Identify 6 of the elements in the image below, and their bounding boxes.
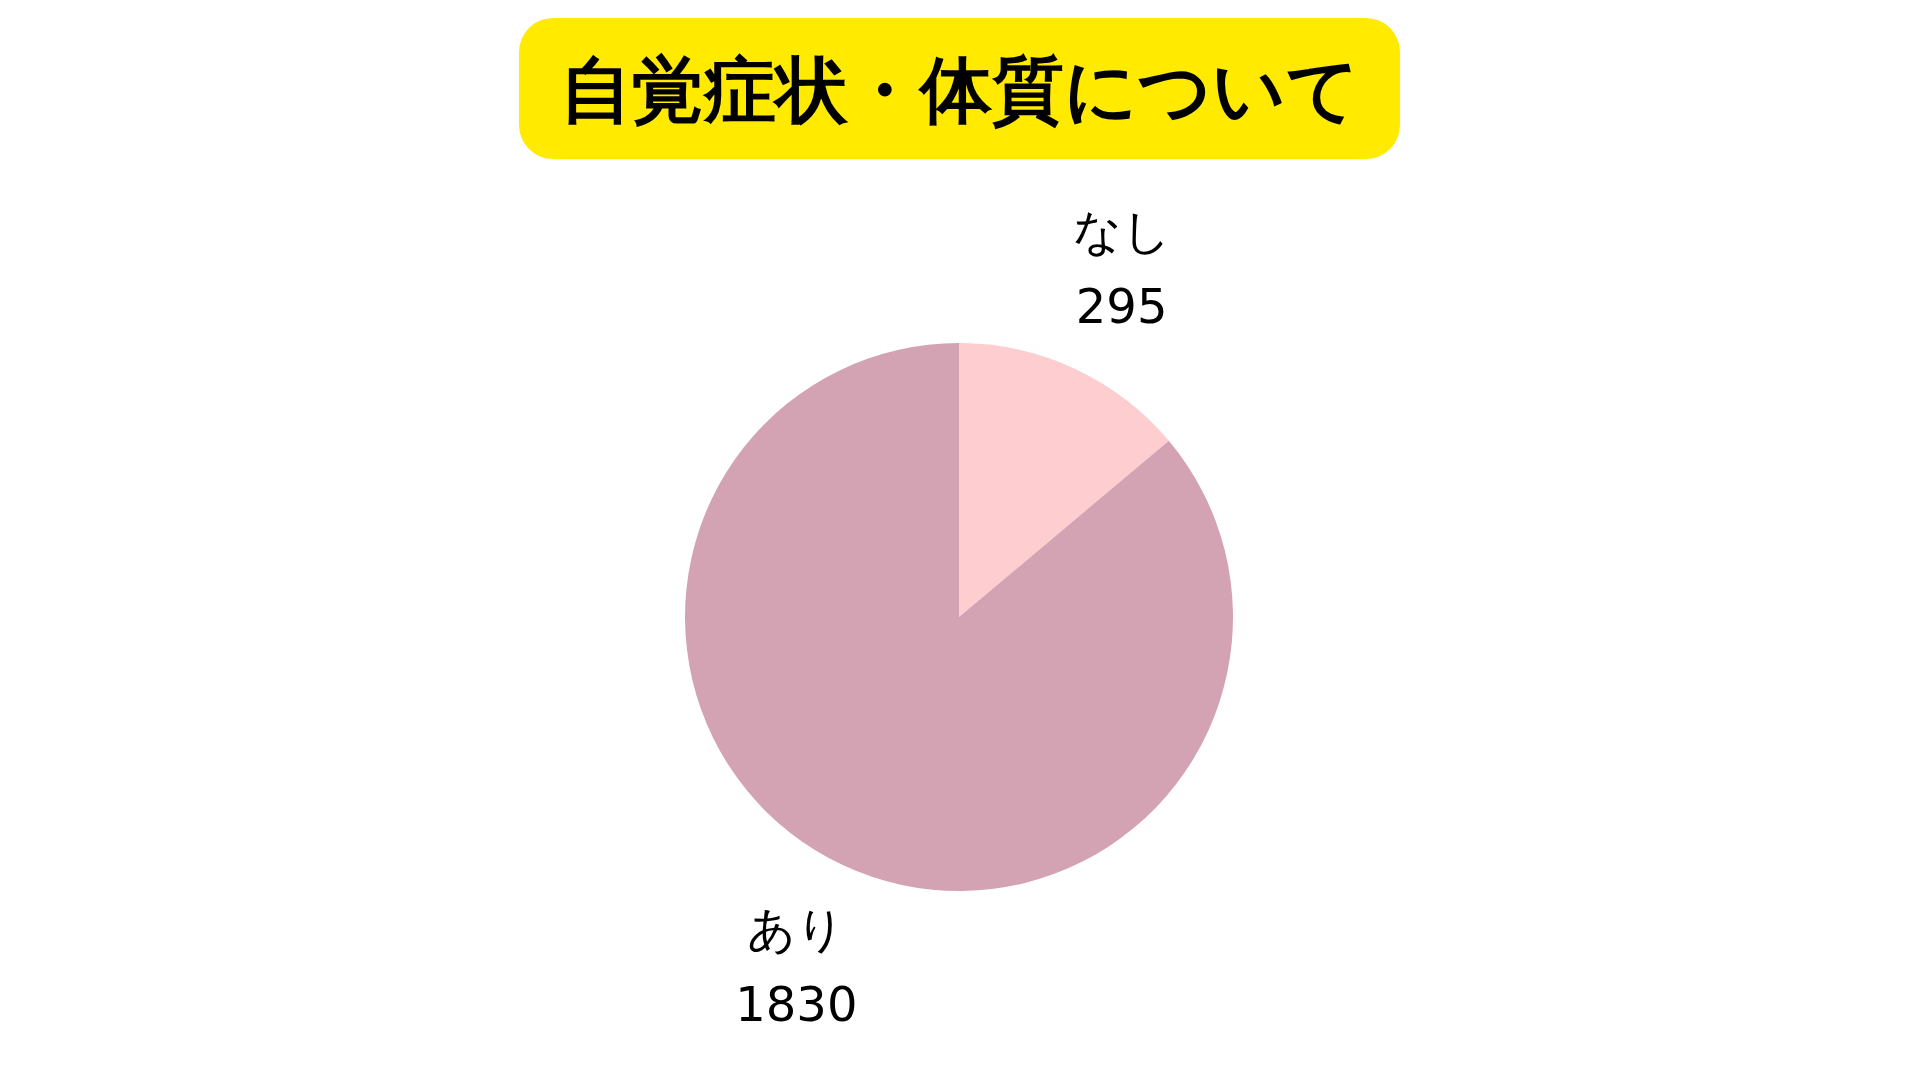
slice-label: あり <box>747 900 846 957</box>
data-label: 295 <box>1075 278 1168 335</box>
slice-label: なし <box>1072 203 1171 260</box>
data-label: 1830 <box>735 975 858 1032</box>
chart-title: 自覚症状・体質について <box>559 48 1360 132</box>
title: 自覚症状・体質について <box>519 18 1400 159</box>
